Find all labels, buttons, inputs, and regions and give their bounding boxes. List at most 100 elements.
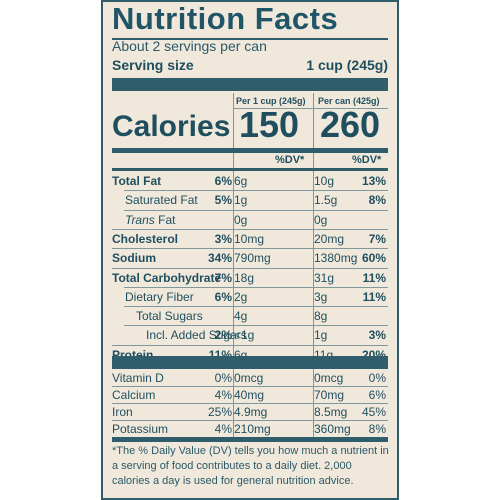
calories-col2: 260 <box>320 104 381 145</box>
calories-col1: 150 <box>239 104 300 145</box>
dv-col1: 0% <box>214 371 232 385</box>
row-divider <box>112 403 388 404</box>
amount-col1: 4g <box>234 309 248 324</box>
amount-col2: 360mg <box>314 422 351 436</box>
dv-header-col1: %DV* <box>275 154 305 166</box>
title-rule <box>112 38 388 40</box>
nutrient-row: Incl. Added Sugars <1g 2% 1g 3% <box>112 325 388 344</box>
dv-col1: 2% <box>214 328 232 343</box>
nutrient-name: Total Carbohydrate <box>112 270 222 285</box>
column-divider-1 <box>233 93 234 437</box>
row-divider <box>124 190 388 192</box>
nutrient-name: Saturated Fat <box>125 193 198 208</box>
dv-col2: 13% <box>361 174 386 188</box>
vitamin-name: Potassium <box>112 422 169 436</box>
dv-col1: 6% <box>214 289 232 304</box>
amount-col1: 6g <box>234 174 248 188</box>
amount-col1: 1g <box>234 193 248 208</box>
footnote-rule <box>112 437 388 442</box>
dv-col1: 4% <box>214 388 232 402</box>
row-divider <box>112 420 388 421</box>
footnote: *The % Daily Value (DV) tells you how mu… <box>112 445 389 487</box>
dv-col2: 45% <box>361 405 386 419</box>
dv-col2: 7% <box>368 231 386 246</box>
vitamin-name: Vitamin D <box>112 371 164 385</box>
row-divider <box>124 209 388 211</box>
nutrient-row: Total Fat 6g 6% 10g 13% <box>112 171 388 190</box>
amount-col2: 8.5mg <box>314 405 348 419</box>
row-divider <box>124 306 388 308</box>
dv-col2: 8% <box>368 193 386 208</box>
serving-size-value: 1 cup (245g) <box>306 57 388 73</box>
nutrient-name: Incl. Added Sugars <box>146 328 247 343</box>
nutrient-name: Total Fat <box>112 174 162 188</box>
dv-col2: 8% <box>368 422 386 436</box>
amount-col2: 0g <box>314 212 328 227</box>
dv-col1: 34% <box>207 251 232 266</box>
amount-col2: 1g <box>314 328 328 343</box>
amount-col2: 70mg <box>314 388 345 402</box>
amount-col1: 4.9mg <box>234 405 268 419</box>
nutrient-name: Trans Fat <box>125 213 175 227</box>
dv-col2: 11% <box>362 270 386 285</box>
amount-col1: <1g <box>234 328 255 343</box>
label-title: Nutrition Facts <box>112 1 339 36</box>
nutrient-row: Trans Fat 0g 0g <box>112 210 388 229</box>
row-divider <box>124 286 388 288</box>
dv-col1: 3% <box>214 231 232 246</box>
vitamin-name: Calcium <box>112 388 156 402</box>
col2-header: Per can (425g) <box>318 96 380 106</box>
dv-col2: 11% <box>362 289 386 304</box>
dv-col1: 6% <box>214 174 232 188</box>
amount-col1: 0g <box>234 212 248 227</box>
vitamin-name: Iron <box>112 405 133 419</box>
vitamin-row: Potassium 210mg 4% 360mg 8% <box>112 420 388 437</box>
dv-header-col2: %DV* <box>352 154 382 166</box>
col-header-rule <box>233 108 388 109</box>
amount-col1: 210mg <box>234 422 271 436</box>
nutrient-row: Dietary Fiber 2g 6% 3g 11% <box>112 287 388 306</box>
amount-col2: 8g <box>314 309 328 324</box>
nutrient-row: Cholesterol 10mg 3% 20mg 7% <box>112 229 388 248</box>
protein-thick-bar <box>112 356 388 369</box>
nutrient-name-rest: Fat <box>154 212 176 227</box>
dv-col2: 0% <box>368 371 386 385</box>
col1-header: Per 1 cup (245g) <box>236 96 306 106</box>
vitamin-row: Calcium 40mg 4% 70mg 6% <box>112 386 388 403</box>
calories-label: Calories <box>112 110 231 143</box>
row-divider <box>112 386 388 387</box>
dv-col2: 6% <box>368 388 386 402</box>
dv-header-rule <box>112 168 388 171</box>
amount-col1: 790mg <box>234 251 271 266</box>
amount-col1: 18g <box>234 270 255 285</box>
nutrient-name: Sodium <box>112 251 156 266</box>
amount-col2: 20mg <box>314 231 345 246</box>
row-divider <box>112 267 388 269</box>
calories-thick-bar <box>112 148 388 153</box>
amount-col1: 40mg <box>234 388 265 402</box>
serving-size-label: Serving size <box>112 57 194 73</box>
row-divider <box>112 344 388 346</box>
amount-col2: 3g <box>314 289 328 304</box>
dv-col1: 7% <box>214 270 232 285</box>
amount-col2: 10g <box>314 174 335 188</box>
dv-col1: 5% <box>214 193 232 208</box>
row-divider <box>112 248 388 250</box>
serving-size-row: Serving size 1 cup (245g) <box>112 57 388 73</box>
dv-col1: 25% <box>207 405 232 419</box>
amount-col2: 0mcg <box>314 371 344 385</box>
amount-col1: 0mcg <box>234 371 264 385</box>
dv-col1: 4% <box>214 422 232 436</box>
servings-per-container: About 2 servings per can <box>112 38 267 54</box>
nutrient-name-italic: Trans <box>125 212 155 227</box>
nutrient-row: Total Sugars 4g 8g <box>112 306 388 325</box>
row-divider <box>124 325 388 327</box>
vitamin-row: Iron 4.9mg 25% 8.5mg 45% <box>112 403 388 420</box>
column-divider-2 <box>313 93 314 437</box>
nutrient-name: Cholesterol <box>112 231 179 246</box>
amount-col2: 1380mg <box>314 251 358 266</box>
amount-col2: 1.5g <box>314 193 338 208</box>
serving-thick-bar <box>112 78 388 91</box>
nutrient-row: Saturated Fat 1g 5% 1.5g 8% <box>112 190 388 209</box>
nutrient-name: Total Sugars <box>136 309 203 324</box>
